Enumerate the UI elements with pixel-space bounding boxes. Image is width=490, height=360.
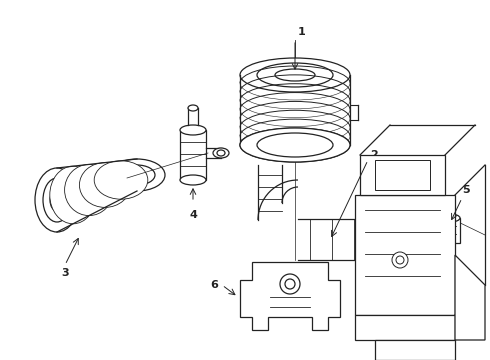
Ellipse shape xyxy=(371,219,399,259)
Ellipse shape xyxy=(180,175,206,185)
Ellipse shape xyxy=(275,69,315,81)
Ellipse shape xyxy=(213,148,229,158)
Text: 5: 5 xyxy=(462,185,469,195)
Text: 3: 3 xyxy=(61,268,69,278)
Ellipse shape xyxy=(280,274,300,294)
Polygon shape xyxy=(180,130,206,180)
Ellipse shape xyxy=(240,128,350,162)
Text: 4: 4 xyxy=(189,210,197,220)
Ellipse shape xyxy=(188,105,198,111)
Ellipse shape xyxy=(50,166,96,224)
Text: 1: 1 xyxy=(298,27,306,37)
Ellipse shape xyxy=(257,133,333,157)
Ellipse shape xyxy=(79,163,131,207)
Ellipse shape xyxy=(128,170,146,180)
Ellipse shape xyxy=(440,214,460,222)
Ellipse shape xyxy=(35,168,79,232)
Ellipse shape xyxy=(396,256,404,264)
Text: 6: 6 xyxy=(210,280,218,290)
Ellipse shape xyxy=(257,63,333,87)
Ellipse shape xyxy=(240,58,350,92)
Ellipse shape xyxy=(180,125,206,135)
Ellipse shape xyxy=(119,165,155,185)
Polygon shape xyxy=(375,340,455,360)
Polygon shape xyxy=(375,160,430,190)
Ellipse shape xyxy=(50,189,64,211)
Ellipse shape xyxy=(285,279,295,289)
Ellipse shape xyxy=(240,128,350,162)
Ellipse shape xyxy=(378,228,392,250)
Polygon shape xyxy=(240,262,340,330)
Polygon shape xyxy=(455,255,485,340)
Ellipse shape xyxy=(392,252,408,268)
Ellipse shape xyxy=(217,150,225,156)
Polygon shape xyxy=(360,155,445,195)
Ellipse shape xyxy=(109,159,165,191)
Text: 2: 2 xyxy=(370,150,378,160)
Ellipse shape xyxy=(94,161,148,199)
Polygon shape xyxy=(355,315,455,340)
Ellipse shape xyxy=(43,178,71,222)
Polygon shape xyxy=(355,195,455,315)
Polygon shape xyxy=(440,218,460,243)
Ellipse shape xyxy=(65,165,113,216)
